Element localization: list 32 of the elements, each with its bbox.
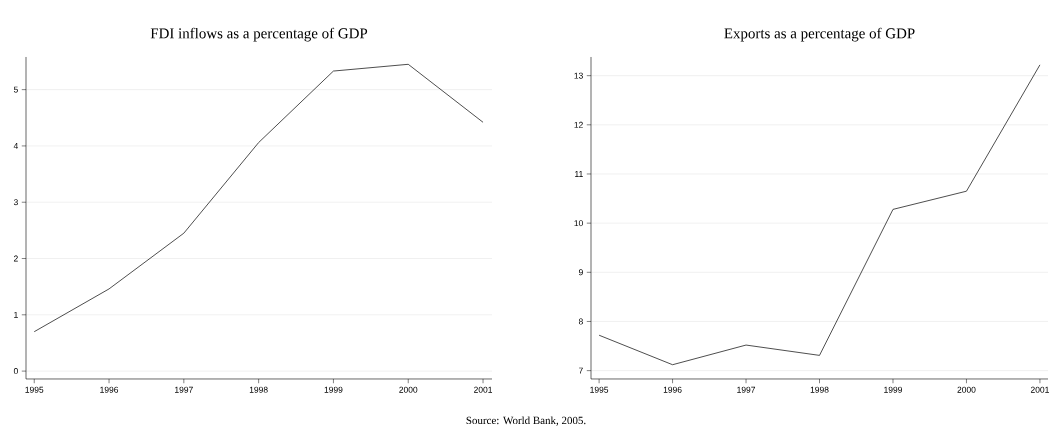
y-tick-label: 4 xyxy=(13,143,19,149)
y-tick-label: 1 xyxy=(14,311,18,318)
chart-title: Exports as a percentage of GDP xyxy=(724,27,915,42)
x-tick-label: 1995 xyxy=(25,386,44,393)
x-tick-label: 2001 xyxy=(474,386,493,393)
chart-title: FDI inflows as a percentage of GDP xyxy=(150,27,368,42)
x-tick-label: 1998 xyxy=(810,386,829,393)
x-tick-label: 1999 xyxy=(324,386,343,393)
x-tick-label: 1995 xyxy=(590,386,609,393)
y-tick-label: 11 xyxy=(575,171,583,177)
y-tick-label: 9 xyxy=(578,269,583,276)
y-tick-label: 13 xyxy=(574,72,583,79)
x-tick-label: 2000 xyxy=(399,386,418,393)
y-tick-label: 12 xyxy=(574,121,583,128)
y-tick-label: 10 xyxy=(574,220,583,227)
y-tick-label: 7 xyxy=(578,367,583,374)
y-tick-label: 8 xyxy=(578,318,583,325)
y-tick-label: 5 xyxy=(13,86,18,93)
x-tick-label: 2000 xyxy=(957,386,976,393)
x-tick-label: 1997 xyxy=(737,386,756,393)
x-tick-label: 1997 xyxy=(175,386,193,393)
x-tick-label: 1996 xyxy=(100,386,119,393)
x-tick-label: 1999 xyxy=(884,386,902,393)
line-series xyxy=(33,63,484,333)
y-tick-label: 3 xyxy=(13,199,18,206)
line-series xyxy=(598,64,1041,366)
y-tick-label: 0 xyxy=(13,368,18,375)
x-tick-label: 1998 xyxy=(249,386,268,393)
y-tick-label: 2 xyxy=(13,255,18,262)
source-note: Source: World Bank, 2005. xyxy=(466,416,586,426)
x-tick-label: 2001 xyxy=(1030,386,1049,393)
x-tick-label: 1996 xyxy=(663,386,682,393)
